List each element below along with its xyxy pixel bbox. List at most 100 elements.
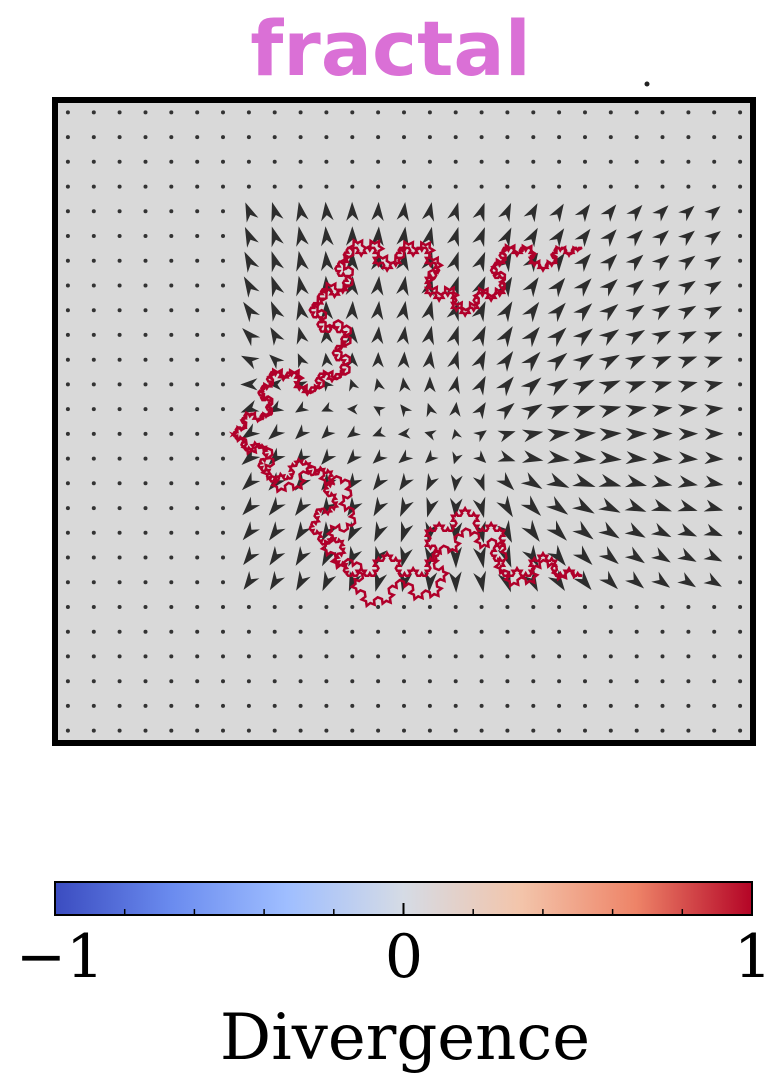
quiver-arrow bbox=[703, 331, 723, 344]
quiver-arrow bbox=[269, 546, 286, 566]
quiver-arrow bbox=[322, 570, 337, 592]
quiver-arrow bbox=[531, 605, 536, 609]
quiver-arrow bbox=[272, 159, 277, 164]
quiver-arrow bbox=[738, 580, 743, 585]
quiver-arrow bbox=[169, 407, 174, 412]
quiver-arrow bbox=[240, 400, 260, 413]
quiver-arrow bbox=[557, 605, 562, 609]
quiver-arrow bbox=[376, 679, 381, 684]
quiver-arrow bbox=[425, 449, 439, 464]
quiver-arrow bbox=[471, 276, 486, 298]
quiver-arrow bbox=[221, 308, 225, 313]
quiver-arrow bbox=[712, 135, 717, 140]
quiver-arrow bbox=[246, 654, 251, 659]
quiver-arrow bbox=[686, 605, 691, 609]
quiver-arrow bbox=[65, 629, 70, 634]
quiver-arrow bbox=[321, 226, 334, 247]
quiver-arrow bbox=[471, 301, 486, 322]
quiver-arrow bbox=[370, 275, 384, 296]
quiver-arrow bbox=[677, 280, 696, 296]
quiver-arrow bbox=[738, 357, 743, 362]
quiver-arrow bbox=[169, 654, 174, 659]
quiver-arrow bbox=[91, 407, 96, 412]
quiver-arrow bbox=[479, 159, 484, 164]
quiver-arrow bbox=[246, 728, 251, 733]
quiver-arrow bbox=[583, 679, 587, 684]
quiver-arrow bbox=[677, 255, 696, 271]
quiver-arrow bbox=[448, 546, 462, 569]
quiver-arrow bbox=[376, 728, 381, 733]
quiver-arrow bbox=[573, 278, 592, 297]
quiver-arrow bbox=[421, 300, 434, 322]
quiver-arrow bbox=[402, 728, 406, 733]
quiver-arrow bbox=[143, 332, 148, 337]
quiver-arrow bbox=[396, 275, 409, 297]
quiver-arrow bbox=[321, 521, 337, 542]
quiver-arrow bbox=[298, 679, 303, 684]
quiver-arrow bbox=[195, 431, 200, 436]
quiver-arrow bbox=[738, 605, 743, 609]
quiver-arrow bbox=[321, 448, 337, 465]
quiver-arrow bbox=[651, 571, 671, 588]
quiver-arrow bbox=[143, 110, 148, 115]
quiver-arrow bbox=[453, 135, 458, 140]
quiver-arrow bbox=[427, 679, 432, 684]
quiver-arrow bbox=[738, 332, 743, 337]
quiver-arrow bbox=[400, 546, 413, 568]
quiver-arrow bbox=[678, 230, 695, 247]
quiver-arrow bbox=[472, 496, 486, 518]
quiver-arrow bbox=[546, 352, 568, 372]
quiver-arrow bbox=[195, 703, 200, 708]
quiver-arrow bbox=[169, 580, 174, 585]
quiver-arrow bbox=[91, 580, 96, 585]
quiver-arrow bbox=[557, 728, 562, 733]
fractal-curve-part-1 bbox=[228, 431, 583, 609]
quiver-arrow bbox=[479, 110, 484, 115]
quiver-arrow bbox=[143, 580, 148, 585]
quiver-arrow bbox=[704, 404, 724, 417]
quiver-arrow bbox=[660, 184, 665, 189]
quiver-arrow bbox=[634, 654, 639, 659]
quiver-arrow bbox=[583, 135, 587, 140]
quiver-arrow bbox=[572, 496, 595, 514]
quiver-arrow bbox=[347, 425, 361, 438]
quiver-arrow bbox=[91, 332, 96, 337]
quiver-arrow bbox=[169, 629, 174, 634]
quiver-arrow bbox=[497, 227, 512, 248]
quiver-arrow bbox=[738, 431, 743, 436]
quiver-arrow bbox=[117, 308, 122, 313]
quiver-arrow bbox=[426, 402, 438, 418]
quiver-arrow bbox=[547, 428, 571, 442]
quiver-arrow bbox=[221, 580, 225, 585]
quiver-arrow bbox=[402, 629, 406, 634]
quiver-arrow bbox=[350, 110, 355, 115]
quiver-arrow bbox=[496, 402, 515, 421]
quiver-arrow bbox=[531, 728, 536, 733]
quiver-arrow bbox=[243, 301, 260, 323]
quiver-arrow bbox=[660, 159, 665, 164]
quiver-arrow bbox=[677, 523, 698, 537]
quiver-arrow bbox=[427, 159, 432, 164]
quiver-arrow bbox=[296, 275, 309, 297]
quiver-arrow bbox=[271, 275, 285, 298]
quiver-arrow bbox=[242, 521, 260, 541]
quiver-arrow bbox=[678, 427, 699, 441]
quiver-arrow bbox=[677, 499, 698, 512]
quiver-arrow bbox=[296, 570, 311, 591]
quiver-arrow bbox=[573, 303, 593, 322]
quiver-arrow bbox=[704, 427, 724, 441]
colorbar-tick-label-max: 1 bbox=[733, 922, 773, 992]
quiver-arrow bbox=[573, 570, 592, 591]
quiver-arrow bbox=[505, 654, 510, 659]
quiver-arrow bbox=[143, 456, 148, 461]
quiver-arrow bbox=[91, 654, 96, 659]
quiver-arrow bbox=[374, 378, 385, 392]
quiver-arrow bbox=[396, 300, 409, 321]
quiver-arrow bbox=[117, 431, 122, 436]
quiver-arrow bbox=[738, 555, 743, 560]
quiver-arrow bbox=[350, 605, 355, 609]
quiver-arrow bbox=[169, 703, 174, 708]
quiver-arrow bbox=[246, 629, 251, 634]
quiver-arrow bbox=[712, 728, 717, 733]
quiver-arrow bbox=[424, 430, 437, 441]
